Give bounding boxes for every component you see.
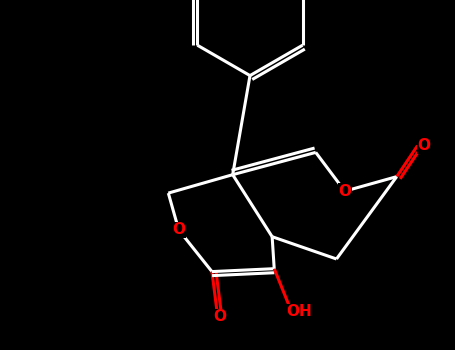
Text: O: O xyxy=(339,184,351,199)
Text: O: O xyxy=(213,309,226,324)
Text: O: O xyxy=(172,222,185,237)
Text: OH: OH xyxy=(286,304,312,320)
Text: O: O xyxy=(418,138,431,153)
